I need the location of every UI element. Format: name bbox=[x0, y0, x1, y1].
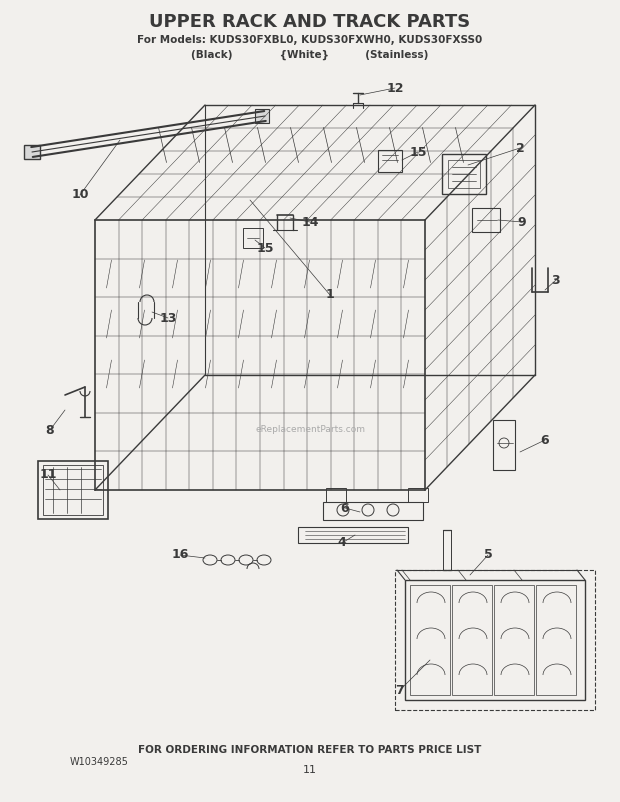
Bar bbox=[410, 585, 450, 695]
Bar bbox=[323, 502, 423, 520]
Text: 6: 6 bbox=[340, 501, 349, 515]
Text: UPPER RACK AND TRACK PARTS: UPPER RACK AND TRACK PARTS bbox=[149, 13, 471, 31]
Text: 1: 1 bbox=[326, 289, 334, 302]
Text: 5: 5 bbox=[484, 549, 492, 561]
Bar bbox=[395, 570, 595, 710]
Bar bbox=[472, 208, 500, 232]
Bar bbox=[443, 530, 451, 570]
Text: 15: 15 bbox=[409, 145, 427, 159]
Bar bbox=[452, 585, 492, 695]
Text: 4: 4 bbox=[338, 537, 347, 549]
Bar bbox=[405, 580, 585, 700]
Text: 15: 15 bbox=[256, 241, 274, 254]
Text: 11: 11 bbox=[39, 468, 57, 481]
Bar bbox=[43, 465, 103, 515]
Text: 6: 6 bbox=[541, 434, 549, 447]
Text: (Black)             {White}          (Stainless): (Black) {White} (Stainless) bbox=[192, 50, 428, 60]
Text: 16: 16 bbox=[171, 549, 188, 561]
Text: 3: 3 bbox=[552, 273, 560, 286]
Text: 2: 2 bbox=[516, 141, 525, 155]
Text: 7: 7 bbox=[396, 683, 404, 696]
Text: 11: 11 bbox=[303, 765, 317, 775]
Text: FOR ORDERING INFORMATION REFER TO PARTS PRICE LIST: FOR ORDERING INFORMATION REFER TO PARTS … bbox=[138, 745, 482, 755]
Bar bbox=[255, 109, 269, 123]
Text: 12: 12 bbox=[386, 82, 404, 95]
Text: 14: 14 bbox=[301, 216, 319, 229]
Bar bbox=[448, 160, 480, 188]
Text: 9: 9 bbox=[518, 216, 526, 229]
Bar bbox=[494, 585, 534, 695]
Bar bbox=[442, 154, 486, 194]
Text: 8: 8 bbox=[46, 423, 55, 436]
Bar bbox=[536, 585, 576, 695]
Text: For Models: KUDS30FXBL0, KUDS30FXWH0, KUDS30FXSS0: For Models: KUDS30FXBL0, KUDS30FXWH0, KU… bbox=[138, 35, 482, 45]
Bar bbox=[243, 228, 263, 248]
Text: 13: 13 bbox=[159, 311, 177, 325]
Bar bbox=[38, 461, 108, 519]
Bar bbox=[493, 420, 515, 470]
Bar bbox=[408, 488, 428, 502]
Bar bbox=[326, 488, 346, 502]
Text: W10349285: W10349285 bbox=[70, 757, 129, 767]
Text: 10: 10 bbox=[71, 188, 89, 201]
Bar bbox=[378, 150, 402, 172]
Bar bbox=[24, 145, 40, 159]
Bar bbox=[298, 527, 408, 543]
Text: eReplacementParts.com: eReplacementParts.com bbox=[255, 426, 365, 435]
